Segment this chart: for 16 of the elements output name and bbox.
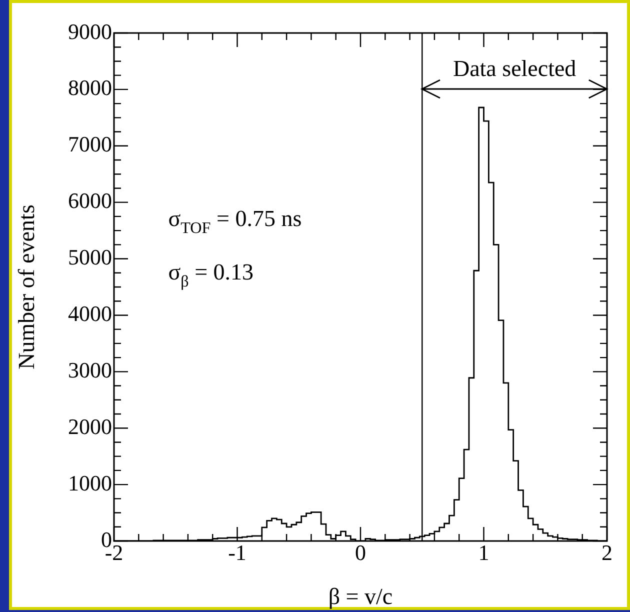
y-tick-label: 2000	[68, 414, 112, 439]
y-tick-label: 8000	[68, 75, 112, 100]
y-tick-label: 4000	[68, 301, 112, 326]
x-tick-label: -1	[228, 540, 246, 565]
x-tick-label: 0	[355, 540, 366, 565]
y-tick-label: 1000	[68, 470, 112, 496]
y-tick-label: 6000	[68, 188, 112, 214]
y-axis-title: Number of events	[14, 204, 39, 370]
ref-line-label: Data selected	[452, 56, 577, 81]
y-tick-label: 3000	[68, 357, 112, 382]
x-tick-label: 1	[478, 540, 490, 565]
y-tick-label: 7000	[68, 132, 112, 157]
x-tick-label: 2	[602, 540, 612, 565]
y-tick-label: 9000	[68, 18, 112, 44]
x-axis-title: β = v/c	[328, 584, 393, 610]
y-tick-label: 5000	[68, 244, 112, 270]
